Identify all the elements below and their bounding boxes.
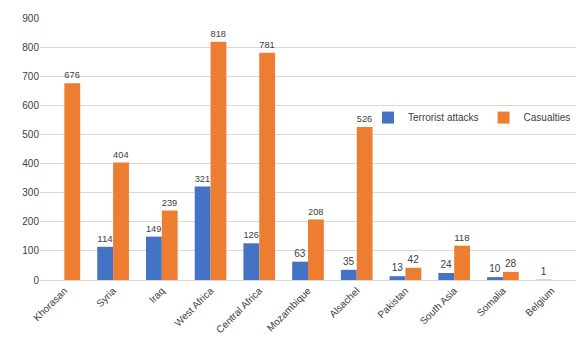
svg-text:Iraq: Iraq	[147, 285, 167, 305]
svg-text:1: 1	[541, 266, 547, 277]
svg-text:0: 0	[33, 275, 39, 286]
svg-text:300: 300	[22, 187, 39, 198]
svg-text:Pakistan: Pakistan	[375, 285, 410, 320]
svg-text:200: 200	[22, 216, 39, 227]
svg-text:126: 126	[243, 230, 258, 240]
svg-text:600: 600	[22, 100, 39, 111]
svg-text:781: 781	[259, 40, 274, 50]
svg-text:Syria: Syria	[94, 285, 118, 309]
svg-text:118: 118	[454, 232, 469, 243]
svg-text:Central Africa: Central Africa	[214, 285, 265, 336]
svg-text:676: 676	[64, 70, 79, 80]
svg-text:West Africa: West Africa	[172, 285, 216, 329]
svg-text:818: 818	[211, 29, 226, 39]
svg-text:100: 100	[22, 245, 39, 256]
svg-text:Terrorist attacks: Terrorist attacks	[408, 112, 479, 123]
svg-text:Casualties: Casualties	[524, 112, 571, 123]
svg-text:800: 800	[22, 42, 39, 53]
svg-text:404: 404	[113, 150, 128, 160]
svg-text:526: 526	[357, 114, 372, 124]
svg-text:Mozambique: Mozambique	[265, 285, 314, 334]
svg-text:13: 13	[392, 262, 404, 273]
svg-text:Alsachel: Alsachel	[327, 285, 362, 320]
svg-text:500: 500	[22, 129, 39, 140]
svg-text:321: 321	[195, 174, 210, 184]
svg-text:114: 114	[97, 233, 113, 244]
svg-text:South Asia: South Asia	[418, 285, 460, 327]
svg-text:208: 208	[308, 207, 323, 217]
svg-text:Somalia: Somalia	[475, 285, 509, 319]
svg-text:10: 10	[489, 263, 501, 274]
svg-text:700: 700	[22, 71, 39, 82]
svg-text:Belgium: Belgium	[523, 285, 556, 318]
svg-text:239: 239	[162, 198, 177, 208]
svg-text:24: 24	[440, 259, 452, 270]
svg-text:400: 400	[22, 158, 39, 169]
svg-text:Khorasan: Khorasan	[31, 285, 69, 323]
svg-text:63: 63	[294, 248, 306, 259]
svg-text:35: 35	[343, 256, 355, 267]
svg-text:149: 149	[146, 224, 161, 234]
svg-text:28: 28	[505, 258, 517, 269]
svg-text:900: 900	[22, 13, 39, 24]
svg-text:42: 42	[408, 254, 420, 265]
